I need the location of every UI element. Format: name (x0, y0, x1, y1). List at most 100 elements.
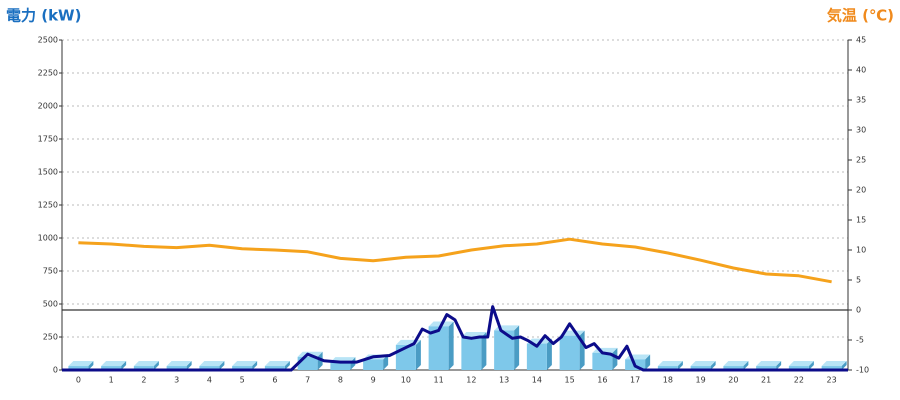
bar (461, 337, 482, 370)
bar-side (481, 332, 487, 370)
bar (559, 335, 580, 370)
bar-side (776, 361, 782, 370)
bar-top (723, 361, 749, 367)
bar-side (710, 361, 716, 370)
bar-top (657, 361, 683, 367)
y-tick-label: 1250 (38, 201, 58, 210)
y2-tick-label: 45 (856, 36, 866, 45)
y2-tick-label: 5 (856, 276, 861, 285)
bar-side (612, 347, 618, 370)
x-tick-label: 21 (761, 376, 771, 385)
x-tick-label: 8 (338, 376, 343, 385)
bar-top (101, 361, 127, 367)
x-tick-label: 4 (207, 376, 212, 385)
x-tick-label: 13 (499, 376, 509, 385)
bar (788, 366, 809, 370)
bar (363, 359, 384, 370)
bar-top (756, 361, 782, 367)
x-tick-label: 12 (466, 376, 476, 385)
bar-side (153, 361, 159, 370)
bar-top (690, 361, 716, 367)
y-tick-label: 500 (43, 300, 58, 309)
bar-side (284, 361, 290, 370)
bar-side (579, 330, 585, 370)
bar-side (383, 354, 389, 370)
bar (232, 366, 253, 370)
y-axis-title: 電力 (kW) (6, 7, 81, 25)
x-tick-label: 22 (794, 376, 804, 385)
bar (657, 366, 678, 370)
bar (756, 366, 777, 370)
bar-top (199, 361, 225, 367)
bar-side (645, 354, 651, 370)
power-line (62, 305, 848, 372)
x-tick-label: 18 (663, 376, 673, 385)
bar (101, 366, 122, 370)
temperature-line (78, 237, 832, 284)
y2-tick-label: 20 (856, 186, 866, 195)
x-tick-label: 14 (532, 376, 542, 385)
bar-side (317, 351, 323, 370)
x-tick-label: 7 (305, 376, 310, 385)
y-tick-label: 0 (53, 366, 58, 375)
x-tick-label: 20 (728, 376, 738, 385)
x-tick-label: 11 (434, 376, 444, 385)
bar-top (264, 361, 290, 367)
y2-axis-title: 気温 (℃) (827, 7, 894, 25)
x-tick-label: 6 (272, 376, 277, 385)
bar (330, 362, 351, 370)
y-tick-label: 1750 (38, 135, 58, 144)
y2-tick-label: 25 (856, 156, 866, 165)
bar (199, 366, 220, 370)
bar-top (788, 361, 814, 367)
x-tick-label: 23 (827, 376, 837, 385)
bar-side (252, 361, 258, 370)
x-tick-label: 9 (371, 376, 376, 385)
bar-top (821, 361, 847, 367)
x-tick-label: 16 (597, 376, 607, 385)
bar (264, 366, 285, 370)
x-tick-label: 15 (565, 376, 575, 385)
x-tick-label: 10 (401, 376, 411, 385)
bar-side (415, 339, 421, 370)
y-tick-label: 2000 (38, 102, 58, 111)
bar-side (841, 361, 847, 370)
y2-tick-label: 30 (856, 126, 866, 135)
y2-tick-label: 10 (856, 246, 866, 255)
bar (526, 343, 547, 370)
bar-side (219, 361, 225, 370)
bar-side (514, 325, 520, 370)
bar (428, 326, 449, 370)
x-tick-label: 0 (76, 376, 81, 385)
bar (297, 356, 318, 370)
bar-side (448, 321, 454, 370)
y-tick-label: 1000 (38, 234, 58, 243)
y-tick-label: 2250 (38, 69, 58, 78)
bar-top (68, 361, 94, 367)
y-tick-label: 2500 (38, 36, 58, 45)
bar-side (121, 361, 127, 370)
bar-side (808, 361, 814, 370)
bar (821, 366, 842, 370)
bar (723, 366, 744, 370)
bar (690, 366, 711, 370)
bar (68, 366, 89, 370)
bar-top (232, 361, 258, 367)
y-tick-label: 750 (43, 267, 58, 276)
y2-tick-label: -5 (856, 336, 864, 345)
y-tick-label: 1500 (38, 168, 58, 177)
x-tick-label: 19 (696, 376, 706, 385)
x-tick-label: 2 (141, 376, 146, 385)
bar-side (186, 361, 192, 370)
bar-top (166, 361, 192, 367)
y2-tick-label: -10 (856, 366, 869, 375)
y-tick-label: 250 (43, 333, 58, 342)
bar-side (88, 361, 94, 370)
x-tick-label: 1 (109, 376, 114, 385)
bar-top (133, 361, 159, 367)
bar (166, 366, 187, 370)
y2-tick-label: 35 (856, 96, 866, 105)
bar (494, 330, 515, 370)
y2-tick-label: 0 (856, 306, 861, 315)
